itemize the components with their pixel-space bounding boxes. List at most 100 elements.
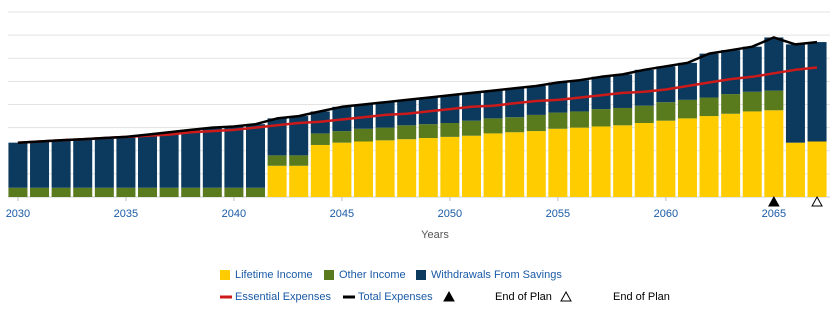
bar-segment bbox=[267, 155, 287, 166]
bar-segment bbox=[764, 37, 784, 91]
bar-segment bbox=[721, 113, 741, 197]
bar-segment bbox=[159, 187, 179, 197]
bar-segment bbox=[526, 131, 546, 197]
bar-segment bbox=[569, 111, 589, 128]
bar-segment bbox=[548, 128, 568, 197]
bar-segment bbox=[94, 138, 114, 188]
line bbox=[17, 36, 818, 144]
bar-segment bbox=[8, 142, 28, 188]
bar-segment bbox=[461, 135, 481, 197]
bar-segment bbox=[51, 140, 71, 188]
bar-segment bbox=[181, 129, 201, 188]
bar-segment bbox=[634, 123, 654, 197]
legend-label: Essential Expenses bbox=[235, 291, 331, 303]
x-tick-label: 2060 bbox=[654, 208, 678, 220]
bar-segment bbox=[73, 187, 93, 197]
legend-label: End of Plan bbox=[613, 291, 670, 303]
legend-swatch bbox=[416, 270, 426, 280]
bar-segment bbox=[505, 132, 525, 197]
bar-segment bbox=[353, 128, 373, 142]
bar-segment bbox=[677, 118, 697, 197]
bar-segment bbox=[116, 136, 136, 188]
bar-segment bbox=[397, 125, 417, 140]
bar-segment bbox=[289, 116, 309, 156]
bar-segment bbox=[440, 136, 460, 197]
legend-label: Total Expenses bbox=[358, 291, 433, 303]
bar-segment bbox=[418, 124, 438, 139]
bar-segment bbox=[246, 124, 266, 188]
bar-segment bbox=[742, 46, 762, 92]
bar-segment bbox=[440, 123, 460, 137]
bar-segment bbox=[742, 91, 762, 112]
bar-segment bbox=[699, 97, 719, 117]
bar-segment bbox=[764, 90, 784, 111]
x-tick-label: 2030 bbox=[6, 208, 30, 220]
bar-segment bbox=[159, 132, 179, 188]
bar-segment bbox=[138, 187, 158, 197]
bar-segment bbox=[742, 111, 762, 197]
bar-segment bbox=[397, 139, 417, 197]
bar-segment bbox=[30, 187, 50, 197]
bar-segment bbox=[699, 53, 719, 98]
bar-segment bbox=[310, 144, 330, 197]
bar-segment bbox=[181, 187, 201, 197]
bar-segment bbox=[591, 109, 611, 127]
x-axis-label: Years bbox=[421, 229, 449, 241]
bar-segment bbox=[310, 133, 330, 145]
x-tick-label: 2040 bbox=[222, 208, 246, 220]
bar-segment bbox=[30, 141, 50, 188]
x-tick-label: 2050 bbox=[438, 208, 462, 220]
bar-segment bbox=[202, 127, 222, 188]
bar-segment bbox=[807, 42, 827, 142]
bar-segment bbox=[613, 125, 633, 197]
end-of-plan-marker bbox=[443, 290, 455, 302]
bar-segment bbox=[613, 74, 633, 108]
bar-segment bbox=[483, 118, 503, 134]
bar-segment bbox=[375, 140, 395, 197]
bar-segment bbox=[569, 80, 589, 112]
bar-segment bbox=[8, 187, 28, 197]
bar-segment bbox=[785, 44, 805, 143]
bar-segment bbox=[353, 141, 373, 197]
bar-segment bbox=[94, 187, 114, 197]
legend-label: Lifetime Income bbox=[235, 269, 313, 281]
bar-segment bbox=[764, 110, 784, 197]
bar-segment bbox=[785, 142, 805, 197]
bar-segment bbox=[289, 165, 309, 197]
bar-segment bbox=[289, 155, 309, 166]
bar-segment bbox=[656, 120, 676, 197]
bar-segment bbox=[246, 187, 266, 197]
bar-segment bbox=[73, 139, 93, 188]
bar-segment bbox=[51, 187, 71, 197]
bar-segment bbox=[721, 50, 741, 95]
bar-segment bbox=[461, 120, 481, 136]
end-of-plan-marker bbox=[811, 195, 823, 207]
bar-segment bbox=[138, 134, 158, 188]
bar-segment bbox=[656, 102, 676, 121]
line bbox=[17, 66, 818, 144]
bar-segment bbox=[634, 69, 654, 106]
x-tick-label: 2035 bbox=[114, 208, 138, 220]
bar-segment bbox=[267, 165, 287, 197]
legend-label: Other Income bbox=[339, 269, 406, 281]
bar-segment bbox=[375, 127, 395, 141]
bar-segment bbox=[224, 187, 244, 197]
bar-segment bbox=[591, 76, 611, 110]
bar-segment bbox=[569, 127, 589, 197]
end-of-plan-marker bbox=[767, 195, 780, 207]
bar-segment bbox=[807, 141, 827, 197]
legend-swatch bbox=[220, 270, 230, 280]
bar-segment bbox=[332, 131, 352, 143]
x-tick-label: 2055 bbox=[546, 208, 570, 220]
bar-segment bbox=[116, 187, 136, 197]
bar-segment bbox=[267, 118, 287, 156]
legend-swatch bbox=[324, 270, 334, 280]
bar-segment bbox=[483, 133, 503, 197]
legend-label: End of Plan bbox=[495, 291, 552, 303]
legend-label: Withdrawals From Savings bbox=[431, 269, 562, 281]
bar-segment bbox=[613, 107, 633, 126]
bar-segment bbox=[548, 82, 568, 113]
bar-segment bbox=[677, 62, 697, 100]
bar-segment bbox=[634, 105, 654, 123]
